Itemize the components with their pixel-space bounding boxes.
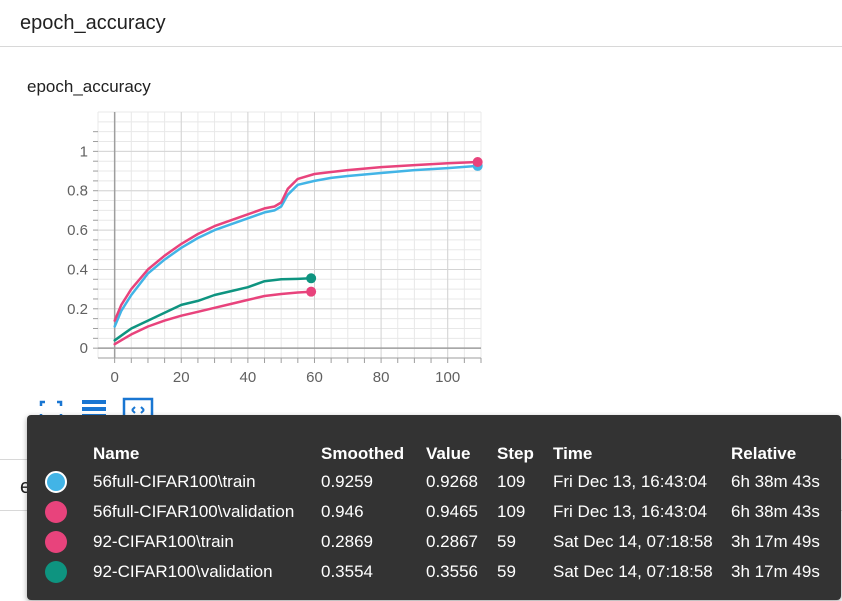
tooltip-header-value: Value xyxy=(426,444,471,463)
tooltip-step: 109 xyxy=(497,472,526,491)
y-tick-label: 0.6 xyxy=(67,222,88,239)
tooltip-smoothed: 0.3554 xyxy=(321,562,373,581)
tooltip-header-swatch xyxy=(45,441,93,467)
x-tick-label: 20 xyxy=(173,369,190,386)
tooltip-header-smoothed: Smoothed xyxy=(321,444,405,463)
chart-title: epoch_accuracy xyxy=(27,77,151,96)
tooltip-row: 92-CIFAR100\train 0.2869 0.2867 59 Sat D… xyxy=(45,527,828,557)
series-line[interactable] xyxy=(113,277,313,342)
tooltip-value: 0.9268 xyxy=(426,472,478,491)
tooltip-step: 109 xyxy=(497,502,526,521)
tooltip-smoothed: 0.2869 xyxy=(321,532,373,551)
tooltip-row: 56full-CIFAR100\validation 0.946 0.9465 … xyxy=(45,497,828,527)
tooltip-swatch-cell xyxy=(45,527,93,557)
x-tick-label: 80 xyxy=(373,369,390,386)
tooltip-header-row: Name Smoothed Value Step Time Relative xyxy=(45,441,828,467)
tooltip-time: Fri Dec 13, 16:43:04 xyxy=(553,472,708,491)
tooltip-value: 0.9465 xyxy=(426,502,478,521)
y-tick-label: 0.8 xyxy=(67,183,88,200)
tooltip-relative: 6h 38m 43s xyxy=(731,502,820,521)
tooltip-relative: 3h 17m 49s xyxy=(731,562,820,581)
tooltip-header-step: Step xyxy=(497,444,534,463)
tooltip-table: Name Smoothed Value Step Time Relative 5… xyxy=(45,441,828,587)
y-tick-label: 1 xyxy=(80,143,88,160)
tooltip-body: 56full-CIFAR100\train 0.9259 0.9268 109 … xyxy=(45,467,828,587)
series-line[interactable] xyxy=(113,160,479,322)
tooltip-time: Fri Dec 13, 16:43:04 xyxy=(553,502,708,521)
series-color-swatch xyxy=(45,501,67,523)
x-tick-label: 0 xyxy=(110,369,118,386)
tooltip-value: 0.2867 xyxy=(426,532,478,551)
tooltip-relative: 6h 38m 43s xyxy=(731,472,820,491)
tooltip-name: 92-CIFAR100\validation xyxy=(93,562,273,581)
line-chart[interactable]: 0 20 40 60 80 100 0 0.2 0.4 0.6 0.8 1 xyxy=(0,47,842,459)
tooltip-row: 56full-CIFAR100\train 0.9259 0.9268 109 … xyxy=(45,467,828,497)
tooltip-header-relative: Relative xyxy=(731,444,797,463)
tooltip-swatch-cell xyxy=(45,557,93,587)
tooltip-smoothed: 0.9259 xyxy=(321,472,373,491)
tooltip-name: 56full-CIFAR100\train xyxy=(93,472,256,491)
tooltip-name: 56full-CIFAR100\validation xyxy=(93,502,295,521)
x-tick-label: 60 xyxy=(306,369,323,386)
tooltip-swatch-cell xyxy=(45,467,93,497)
card-title: epoch_accuracy xyxy=(20,12,166,34)
tooltip-name: 92-CIFAR100\train xyxy=(93,532,234,551)
tooltip-header-name: Name xyxy=(93,444,140,463)
series-color-swatch xyxy=(45,471,67,493)
x-tick-label: 100 xyxy=(435,369,460,386)
series-endpoint-marker[interactable] xyxy=(306,286,317,297)
chart-card: epoch_accuracy xyxy=(0,47,842,459)
tooltip-step: 59 xyxy=(497,562,516,581)
chart-tooltip: Name Smoothed Value Step Time Relative 5… xyxy=(27,415,841,600)
tooltip-value: 0.3556 xyxy=(426,562,478,581)
tooltip-swatch-cell xyxy=(45,497,93,527)
y-tick-label: 0.4 xyxy=(67,261,88,278)
tooltip-time: Sat Dec 14, 07:18:58 xyxy=(553,562,713,581)
series-line[interactable] xyxy=(113,290,313,346)
x-tick-label: 40 xyxy=(240,369,257,386)
tooltip-smoothed: 0.946 xyxy=(321,502,364,521)
series-endpoint-marker[interactable] xyxy=(306,273,317,284)
y-tick-label: 0 xyxy=(80,340,88,357)
y-tick-label: 0.2 xyxy=(67,301,88,318)
series-endpoint-marker[interactable] xyxy=(472,156,483,167)
chart-card-header[interactable]: epoch_accuracy xyxy=(0,0,842,47)
tooltip-relative: 3h 17m 49s xyxy=(731,532,820,551)
series-color-swatch xyxy=(45,561,67,583)
tooltip-time: Sat Dec 14, 07:18:58 xyxy=(553,532,713,551)
tooltip-step: 59 xyxy=(497,532,516,551)
series-color-swatch xyxy=(45,531,67,553)
series-line[interactable] xyxy=(113,164,479,328)
tooltip-header-time: Time xyxy=(553,444,593,463)
tooltip-row: 92-CIFAR100\validation 0.3554 0.3556 59 … xyxy=(45,557,828,587)
